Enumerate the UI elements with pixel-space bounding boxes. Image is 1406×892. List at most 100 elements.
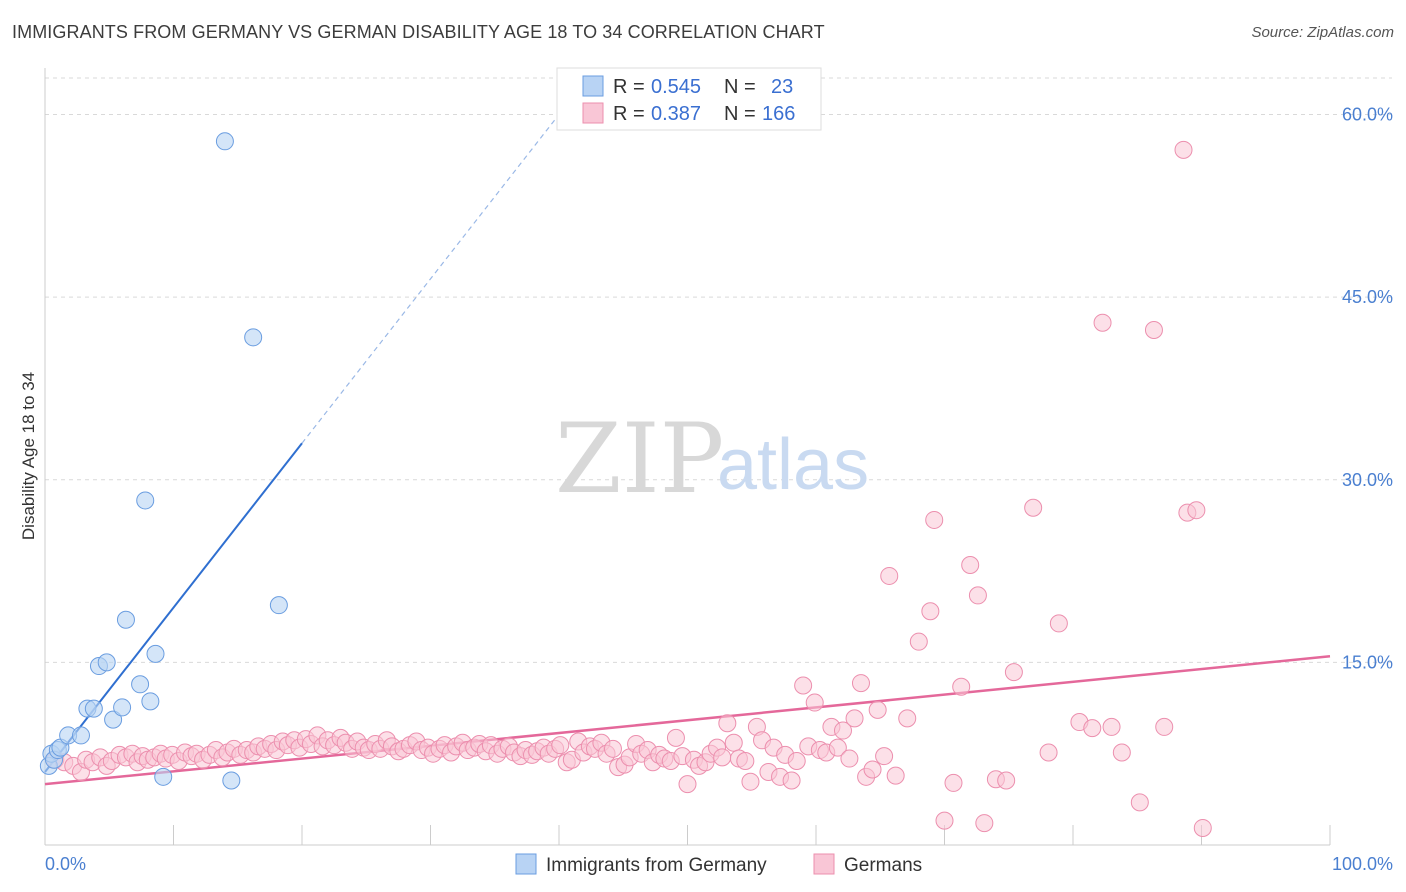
legend-n-value-0: 23: [771, 76, 793, 98]
germans-point-134: [840, 749, 859, 768]
watermark-zip: ZIP: [555, 403, 724, 515]
legend-n-label-0: N =: [724, 76, 756, 98]
bottom-legend-label-immigrants: Immigrants from Germany: [546, 855, 767, 876]
y-tick-label-0: 15.0%: [1342, 652, 1393, 672]
germans-point-167: [1174, 140, 1193, 159]
legend-r-value-1: 0.387: [651, 103, 701, 125]
y-tick-label-3: 60.0%: [1342, 105, 1393, 125]
immigrants-point-8: [84, 699, 103, 718]
watermark: ZIP atlas: [555, 403, 869, 515]
immigrants-point-6: [71, 726, 90, 745]
immigrants-point-10: [97, 653, 116, 672]
germans-point-160: [1083, 719, 1102, 738]
grid-lines: [45, 77, 1392, 663]
immigrants-point-19: [215, 132, 234, 151]
immigrants-point-18: [154, 767, 173, 786]
legend-n-label-1: N =: [724, 103, 756, 125]
germans-point-164: [1130, 793, 1149, 812]
bottom-legend: Immigrants from Germany Germans: [515, 853, 922, 876]
germans-point-155: [1004, 663, 1023, 682]
x-tick-label-min: 0.0%: [45, 854, 86, 874]
legend-r-label-0: R =: [613, 76, 645, 98]
germans-point-161: [1093, 313, 1112, 332]
germans-point-143: [898, 709, 917, 728]
germans-point-133: [833, 721, 852, 740]
germans-point-113: [718, 714, 737, 733]
germans-point-151: [968, 586, 987, 605]
germans-point-140: [875, 747, 894, 766]
germans-point-132: [828, 738, 847, 757]
germans-point-163: [1112, 743, 1131, 762]
germans-point-139: [868, 700, 887, 719]
immigrants-point-11: [104, 710, 123, 729]
immigrants-point-14: [131, 675, 150, 694]
germans-point-169: [1187, 501, 1206, 520]
germans-point-149: [952, 677, 971, 696]
germans-point-148: [944, 773, 963, 792]
germans-point-154: [997, 771, 1016, 790]
y-tick-label-2: 45.0%: [1342, 287, 1393, 307]
trend-line-immigrants-extension: [301, 114, 560, 444]
immigrants-point-22: [269, 596, 288, 615]
germans-point-106: [678, 775, 697, 794]
germans-point-144: [909, 632, 928, 651]
immigrants-point-12: [113, 698, 132, 717]
axes: [44, 68, 1331, 846]
germans-point-145: [921, 602, 940, 621]
germans-point-135: [845, 709, 864, 728]
germans-point-128: [805, 693, 824, 712]
germans-point-114: [724, 733, 743, 752]
germans-point-116: [736, 751, 755, 770]
y-axis-label: Disability Age 18 to 34: [19, 372, 38, 540]
legend-n-value-1: 166: [762, 103, 795, 125]
germans-point-93: [603, 739, 622, 758]
immigrants-point-17: [146, 644, 165, 663]
y-tick-label-1: 30.0%: [1342, 470, 1393, 490]
germans-point-104: [666, 728, 685, 747]
germans-point-152: [975, 814, 994, 833]
immigrants-point-21: [244, 328, 263, 347]
bottom-legend-label-germans: Germans: [844, 855, 922, 876]
germans-point-150: [961, 555, 980, 574]
chart-source: Source: ZipAtlas.com: [1251, 24, 1394, 41]
immigrants-point-20: [222, 771, 241, 790]
germans-point-166: [1155, 717, 1174, 736]
x-tick-labels: 0.0% 100.0%: [45, 854, 1393, 874]
immigrants-point-16: [141, 692, 160, 711]
series-germans-points: [46, 140, 1212, 837]
germans-point-170: [1193, 818, 1212, 837]
immigrants-point-13: [116, 610, 135, 629]
watermark-atlas: atlas: [717, 425, 869, 505]
x-tick-label-max: 100.0%: [1332, 854, 1393, 874]
legend-r-label-1: R =: [613, 103, 645, 125]
series-immigrants-points: [39, 132, 288, 790]
legend-r-value-0: 0.545: [651, 76, 701, 98]
bottom-legend-swatch-pink: [813, 853, 835, 875]
trend-line-immigrants: [44, 442, 303, 773]
germans-point-84: [551, 736, 570, 755]
germans-point-146: [925, 510, 944, 529]
germans-point-165: [1144, 321, 1163, 340]
y-tick-labels: 15.0% 30.0% 45.0% 60.0%: [1342, 105, 1393, 673]
germans-point-125: [787, 751, 806, 770]
germans-point-158: [1049, 614, 1068, 633]
germans-point-138: [863, 760, 882, 779]
germans-point-112: [713, 748, 732, 767]
chart-title: IMMIGRANTS FROM GERMANY VS GERMAN DISABI…: [12, 22, 825, 42]
bottom-legend-swatch-blue: [515, 853, 537, 875]
germans-point-117: [741, 772, 760, 791]
germans-point-142: [886, 766, 905, 785]
legend: R = 0.545 N = 23 R = 0.387 N = 166: [556, 67, 822, 131]
germans-point-126: [794, 676, 813, 695]
legend-swatch-blue: [582, 75, 604, 97]
trend-line-germans: [44, 655, 1331, 786]
germans-point-141: [880, 566, 899, 585]
germans-point-136: [851, 674, 870, 693]
germans-point-147: [935, 811, 954, 830]
germans-point-124: [782, 771, 801, 790]
germans-point-156: [1024, 498, 1043, 517]
legend-swatch-pink: [582, 102, 604, 124]
germans-point-162: [1102, 717, 1121, 736]
immigrants-point-15: [136, 491, 155, 510]
